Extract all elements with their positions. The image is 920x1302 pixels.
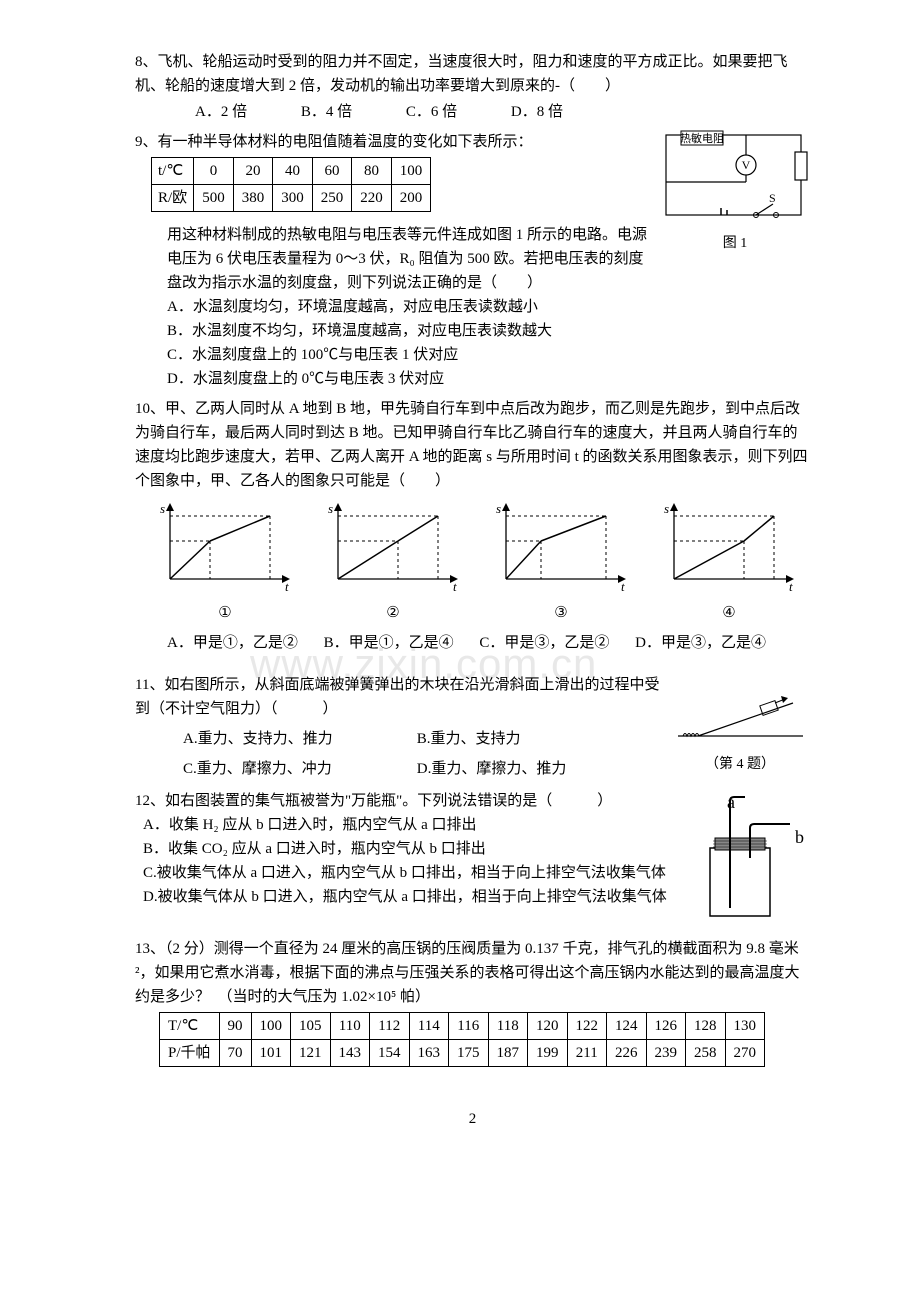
q8-options: A．2 倍 B．4 倍 C．6 倍 D．8 倍 (135, 100, 810, 124)
q10-options: A．甲是①，乙是② B．甲是①，乙是④ C．甲是③，乙是② D．甲是③，乙是④ (135, 631, 810, 655)
question-11: （第 4 题） 11、如右图所示，从斜面底端被弹簧弹出的木块在沿光滑斜面上滑出的… (135, 673, 810, 783)
question-8: 8、飞机、轮船运动时受到的阻力并不固定，当速度很大时，阻力和速度的平方成正比。如… (135, 50, 810, 124)
q10-graphs: s t ① s t (155, 501, 810, 625)
svg-text:t: t (285, 579, 289, 591)
q11-opt-b: B.重力、支持力 (417, 727, 521, 751)
fig1-caption: 图 1 (660, 233, 810, 255)
table-row: t/℃ 0 20 40 60 80 100 (152, 158, 431, 185)
q10-opt-b: B．甲是①，乙是④ (324, 631, 454, 655)
svg-text:t: t (453, 579, 457, 591)
voltmeter-label: V (742, 158, 751, 172)
table-row: P/千帕 70 101 121 143 154 163 175 187 199 … (160, 1040, 765, 1067)
question-10: 10、甲、乙两人同时从 A 地到 B 地，甲先骑自行车到中点后改为跑步，而乙则是… (135, 397, 810, 655)
label-b: b (795, 827, 804, 847)
table-row: T/℃ 90 100 105 110 112 114 116 118 120 1… (160, 1013, 765, 1040)
q11-opt-a: A.重力、支持力、推力 (183, 727, 413, 751)
question-12: a b 12、如右图装置的集气瓶被誉为"万能瓶"。下列说法错误的是（ ） A．收… (135, 789, 810, 931)
table-row: R/欧 500 380 300 250 220 200 (152, 185, 431, 212)
q11-caption: （第 4 题） (670, 754, 810, 776)
q10-opt-a: A．甲是①，乙是② (167, 631, 298, 655)
q9-opt-a: A．水温刻度均匀，环境温度越高，对应电压表读数越小 (135, 295, 810, 319)
q10-opt-d: D．甲是③，乙是④ (635, 631, 766, 655)
incline-diagram (673, 691, 808, 746)
q11-opt-d: D.重力、摩擦力、推力 (417, 757, 567, 781)
q10-text: 10、甲、乙两人同时从 A 地到 B 地，甲先骑自行车到中点后改为跑步，而乙则是… (135, 397, 810, 493)
page-number: 2 (135, 1107, 810, 1131)
q9-opt-b: B．水温刻度不均匀，环境温度越高，对应电压表读数越大 (135, 319, 810, 343)
q8-opt-b: B．4 倍 (301, 100, 352, 124)
q11-figure: （第 4 题） (670, 691, 810, 776)
q8-opt-c: C．6 倍 (406, 100, 457, 124)
svg-text:s: s (664, 501, 669, 516)
circuit-diagram: 热敏电阻 V R₀ S (661, 130, 809, 225)
switch-label: S (769, 191, 776, 205)
q10-opt-c: C．甲是③，乙是② (479, 631, 609, 655)
q8-opt-d: D．8 倍 (511, 100, 563, 124)
graph-4: s t ④ (659, 501, 799, 625)
q13-text: 13、（2 分）测得一个直径为 24 厘米的高压锅的压阀质量为 0.137 千克… (135, 937, 810, 1009)
q13-table: T/℃ 90 100 105 110 112 114 116 118 120 1… (159, 1012, 765, 1067)
graph-2: s t ② (323, 501, 463, 625)
gas-bottle-diagram: a b (685, 793, 810, 923)
graph-3: s t ③ (491, 501, 631, 625)
q9-table: t/℃ 0 20 40 60 80 100 R/欧 500 380 300 25… (151, 157, 431, 212)
q11-opt-c: C.重力、摩擦力、冲力 (183, 757, 413, 781)
q9-opt-d: D．水温刻度盘上的 0℃与电压表 3 伏对应 (135, 367, 810, 391)
q9-circuit: 热敏电阻 V R₀ S 图 1 (660, 130, 810, 255)
svg-text:s: s (160, 501, 165, 516)
thermistor-label: 热敏电阻 (680, 131, 724, 145)
svg-text:t: t (789, 579, 793, 591)
question-9: 热敏电阻 V R₀ S 图 1 9、有一种半导体材料的电阻值随着温度的变化如下表… (135, 130, 810, 391)
svg-text:s: s (328, 501, 333, 516)
svg-text:t: t (621, 579, 625, 591)
q9-opt-c: C．水温刻度盘上的 100℃与电压表 1 伏对应 (135, 343, 810, 367)
graph-1: s t ① (155, 501, 295, 625)
q8-text: 8、飞机、轮船运动时受到的阻力并不固定，当速度很大时，阻力和速度的平方成正比。如… (135, 50, 810, 98)
question-13: 13、（2 分）测得一个直径为 24 厘米的高压锅的压阀质量为 0.137 千克… (135, 937, 810, 1067)
q12-figure: a b (685, 793, 810, 931)
q8-opt-a: A．2 倍 (195, 100, 247, 124)
svg-text:s: s (496, 501, 501, 516)
